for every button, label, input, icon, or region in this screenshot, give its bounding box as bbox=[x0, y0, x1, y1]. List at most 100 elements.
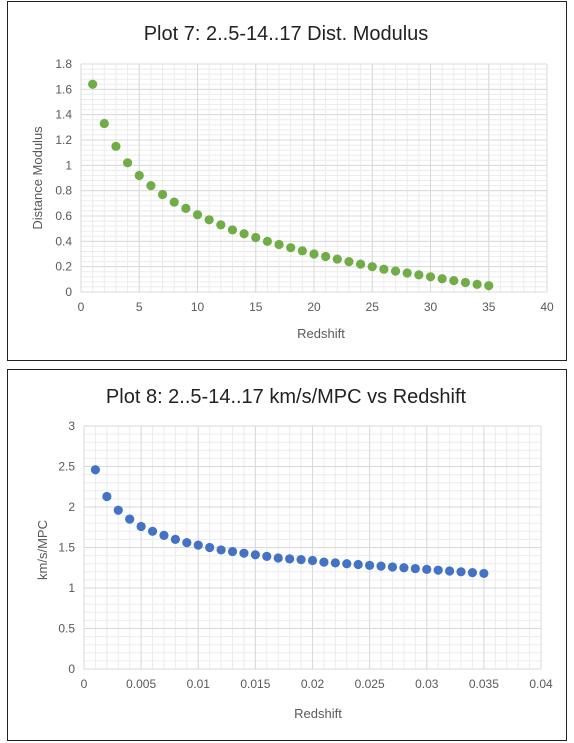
chart-panel-plot8: Plot 8: 2..5-14..17 km/s/MPC vs Redshift… bbox=[7, 369, 567, 741]
data-point bbox=[170, 534, 180, 544]
data-point bbox=[449, 276, 459, 286]
data-point bbox=[353, 559, 363, 570]
data-point bbox=[157, 189, 168, 200]
data-point bbox=[309, 249, 319, 259]
y-tick-label: 1.8 bbox=[55, 57, 72, 71]
data-point bbox=[239, 548, 249, 558]
x-tick-label: 0.025 bbox=[355, 677, 385, 691]
data-point bbox=[332, 254, 342, 264]
y-tick-label: 1.6 bbox=[55, 82, 72, 96]
data-point bbox=[387, 562, 398, 572]
data-point bbox=[182, 538, 192, 548]
chart-plot8: Plot 8: 2..5-14..17 km/s/MPC vs Redshift… bbox=[35, 386, 553, 721]
x-tick-label: 0.03 bbox=[415, 677, 439, 691]
x-axis-label: Redshift bbox=[294, 706, 342, 721]
x-tick-label: 0.01 bbox=[187, 677, 211, 691]
data-point bbox=[365, 560, 375, 570]
data-point bbox=[192, 210, 203, 220]
data-point bbox=[467, 568, 478, 578]
data-point bbox=[169, 197, 179, 207]
x-tick-label: 10 bbox=[191, 300, 205, 314]
y-tick-label: 0.5 bbox=[58, 622, 75, 636]
x-tick-label: 35 bbox=[482, 300, 496, 314]
data-point bbox=[147, 526, 158, 536]
y-tick-label: 0 bbox=[68, 662, 75, 676]
x-tick-label: 0.04 bbox=[529, 677, 553, 691]
y-tick-label: 0.4 bbox=[55, 234, 72, 248]
data-point bbox=[376, 561, 386, 571]
data-point bbox=[297, 246, 307, 256]
data-point bbox=[367, 262, 377, 272]
x-tick-label: 0.035 bbox=[469, 677, 499, 691]
x-tick-label: 0.015 bbox=[240, 677, 270, 691]
data-point bbox=[330, 558, 340, 568]
data-point bbox=[204, 215, 214, 225]
data-point bbox=[251, 232, 261, 243]
data-point bbox=[399, 563, 409, 573]
data-point bbox=[402, 268, 412, 278]
data-point bbox=[216, 220, 226, 230]
data-point bbox=[285, 554, 295, 564]
data-point bbox=[123, 158, 133, 168]
data-point bbox=[113, 505, 123, 515]
x-axis-label: Redshift bbox=[297, 326, 345, 341]
x-tick-label: 15 bbox=[249, 300, 263, 314]
x-tick-label: 0 bbox=[81, 677, 88, 691]
data-point bbox=[99, 118, 109, 129]
data-point bbox=[90, 465, 101, 475]
y-tick-label: 1.5 bbox=[58, 541, 75, 555]
data-point bbox=[159, 530, 169, 540]
chart-panel-plot7: Plot 7: 2..5-14..17 Dist. Modulus Redshi… bbox=[7, 1, 567, 361]
chart-plot7: Plot 7: 2..5-14..17 Dist. Modulus Redshi… bbox=[30, 23, 554, 341]
x-tick-label: 0.005 bbox=[126, 677, 156, 691]
data-point bbox=[307, 555, 318, 566]
data-point bbox=[379, 264, 389, 274]
data-point bbox=[262, 551, 272, 562]
data-point bbox=[205, 542, 215, 553]
data-point bbox=[136, 521, 146, 532]
data-point bbox=[102, 491, 112, 502]
data-point bbox=[286, 243, 296, 253]
data-point bbox=[296, 555, 306, 565]
y-axis-label: km/s/MPC bbox=[35, 520, 50, 580]
data-point bbox=[390, 266, 401, 276]
data-point bbox=[321, 251, 331, 262]
data-point bbox=[239, 229, 249, 239]
data-point bbox=[262, 236, 272, 246]
y-tick-label: 2.5 bbox=[58, 460, 75, 474]
data-point bbox=[273, 553, 283, 563]
data-point bbox=[472, 279, 482, 289]
data-point bbox=[414, 270, 424, 280]
x-tick-label: 40 bbox=[540, 300, 554, 314]
data-point bbox=[181, 203, 191, 213]
data-point bbox=[422, 564, 432, 574]
data-point bbox=[216, 545, 226, 555]
data-point bbox=[274, 239, 284, 250]
data-point bbox=[460, 277, 471, 288]
y-tick-label: 1 bbox=[65, 158, 72, 172]
y-tick-label: 1.2 bbox=[55, 133, 72, 147]
data-point bbox=[356, 259, 366, 269]
y-tick-label: 1 bbox=[68, 581, 75, 595]
x-tick-label: 20 bbox=[307, 300, 321, 314]
data-point bbox=[111, 141, 121, 151]
x-tick-label: 30 bbox=[424, 300, 438, 314]
data-point bbox=[484, 281, 494, 291]
data-point bbox=[319, 557, 329, 567]
data-point bbox=[342, 559, 352, 569]
data-point bbox=[437, 274, 447, 284]
data-point bbox=[344, 257, 354, 267]
data-point bbox=[193, 540, 203, 550]
chart-title: Plot 8: 2..5-14..17 km/s/MPC vs Redshift bbox=[106, 386, 467, 408]
y-tick-label: 1.4 bbox=[55, 108, 72, 122]
x-tick-label: 25 bbox=[366, 300, 380, 314]
data-point bbox=[456, 567, 466, 577]
y-tick-label: 3 bbox=[68, 419, 75, 433]
y-axis-label: Distance Modulus bbox=[30, 126, 45, 230]
data-point bbox=[250, 550, 260, 560]
data-point bbox=[433, 565, 443, 575]
data-point bbox=[227, 546, 238, 557]
data-point bbox=[88, 79, 98, 89]
data-point bbox=[445, 566, 455, 576]
y-tick-label: 0.2 bbox=[55, 260, 72, 274]
